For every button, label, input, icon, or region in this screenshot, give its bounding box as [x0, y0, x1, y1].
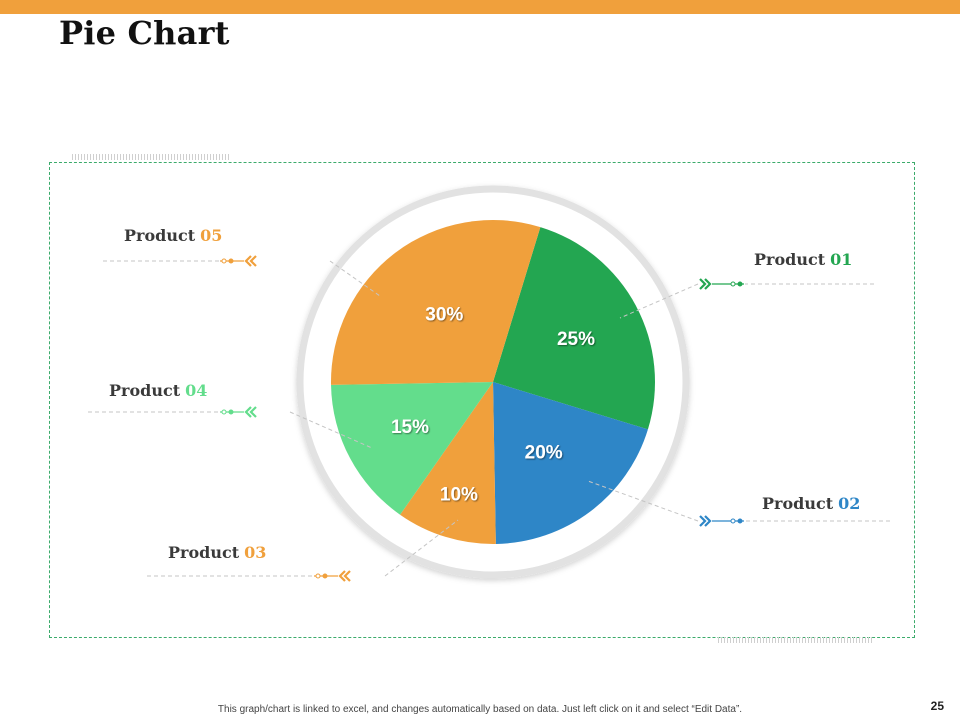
legend-product-05-number: 05: [200, 226, 223, 245]
legend-product-02-prefix: Product: [762, 494, 834, 513]
connector-line: [619, 283, 699, 319]
slice-label-03: 10%: [440, 485, 478, 506]
chevron-left-icon: [220, 406, 257, 418]
top-accent-bar: [0, 0, 960, 14]
legend-product-04-prefix: Product: [109, 381, 181, 400]
page-number: 25: [930, 699, 944, 713]
pie-slice-01: [493, 227, 655, 430]
legend-product-03-prefix: Product: [168, 543, 240, 562]
legend-product-01-prefix: Product: [754, 250, 826, 269]
footnote: This graph/chart is linked to excel, and…: [217, 704, 743, 715]
legend-product-02-number: 02: [838, 494, 861, 513]
connector-line: [289, 411, 373, 449]
legend-product-04-number: 04: [185, 381, 208, 400]
slice-label-02: 20%: [525, 442, 563, 463]
slice-label-01: 25%: [557, 329, 595, 350]
legend-product-04: Product 04: [109, 381, 207, 400]
legend-product-05-prefix: Product: [124, 226, 196, 245]
slice-label-04: 15%: [391, 417, 429, 438]
legend-product-01-number: 01: [830, 250, 853, 269]
hatch-decoration-top: [72, 154, 230, 160]
chevron-right-icon: [699, 278, 744, 290]
legend-product-03-number: 03: [244, 543, 267, 562]
chart-frame: [49, 162, 915, 638]
legend-product-05: Product 05: [124, 226, 222, 245]
slice-label-05: 30%: [425, 304, 463, 325]
pie-slice-03: [400, 382, 496, 545]
chevron-left-icon: [220, 255, 257, 267]
connector-line: [329, 260, 381, 297]
pie-slice-02: [493, 382, 648, 544]
legend-product-02: Product 02: [762, 494, 860, 513]
hatch-decoration-bottom: [718, 637, 874, 643]
chevron-left-icon: [314, 570, 351, 582]
pie-slice-05: [330, 220, 541, 385]
legend-product-03: Product 03: [168, 543, 266, 562]
pie-slice-04: [331, 382, 493, 515]
chevron-right-icon: [699, 515, 744, 527]
connector-line: [587, 480, 699, 522]
page-title: Pie Chart: [59, 14, 230, 52]
connector-line: [384, 519, 459, 577]
legend-product-01: Product 01: [754, 250, 852, 269]
